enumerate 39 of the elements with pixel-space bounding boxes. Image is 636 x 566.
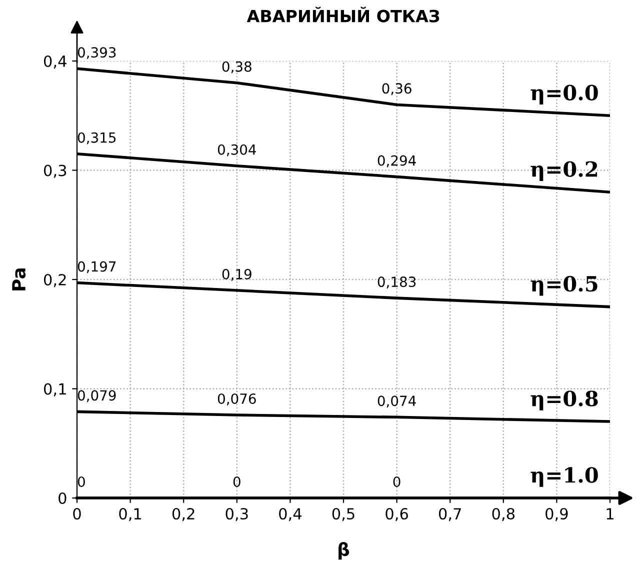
data-label: 0,183 [378,276,416,288]
series-label: η=0.0 [530,84,598,105]
data-label: 0,393 [78,47,116,60]
series-label: η=0.5 [530,276,598,296]
x-tick-label: 0,9 [546,508,568,522]
data-label: 0,38 [222,61,252,74]
x-tick-label: 0,3 [226,508,248,522]
x-tick-label: 0,1 [119,508,142,522]
y-tick-label: 0,2 [44,274,66,288]
data-label: 0,315 [78,132,116,144]
data-label: 0,079 [78,390,116,402]
x-tick-label: 0 [73,508,81,520]
data-label: 0,19 [222,268,252,281]
y-tick-label: 0 [58,492,66,504]
y-axis-title: Pa [12,268,26,290]
data-label: 0,074 [378,396,416,408]
data-label: 0,076 [218,393,256,406]
data-label: 0 [393,476,400,487]
data-label: 0,36 [382,83,412,96]
series-label: η=0.8 [530,390,598,410]
x-tick-label: 0,6 [386,508,408,522]
chart-title: АВАРИЙНЫЙ ОТКАЗ [246,6,440,22]
data-label: 0,294 [378,155,416,168]
series-label: η=1.0 [530,467,598,487]
x-tick-label: 0,2 [172,508,194,522]
x-tick-label: 0,5 [332,508,354,522]
data-label: 0,304 [218,144,256,156]
y-tick-label: 0,1 [44,383,66,396]
x-tick-label: 1 [606,508,614,520]
y-tick-label: 0,4 [44,55,66,69]
y-tick-label: 0,3 [44,164,66,178]
x-tick-label: 0,8 [492,508,515,522]
x-tick-label: 0,4 [279,508,302,522]
data-label: 0 [78,476,85,487]
data-label: 0,197 [78,261,116,274]
x-tick-label: 0,7 [438,508,461,522]
series-label: η=0.2 [530,161,598,181]
data-label: 0 [233,476,240,487]
x-axis-title: β [338,542,350,560]
